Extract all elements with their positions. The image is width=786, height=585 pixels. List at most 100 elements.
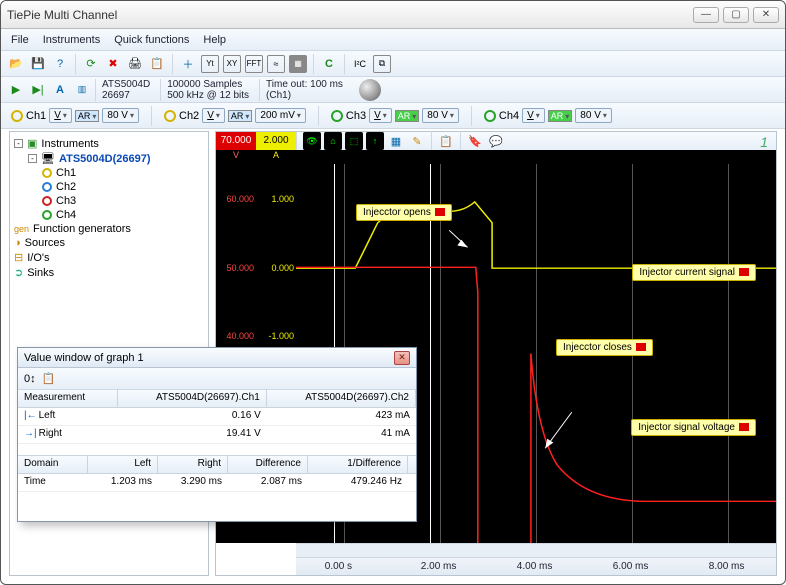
tree-device[interactable]: ATS5004D(26697) [59,153,151,165]
sample-info: 100000 Samples 500 kHz @ 12 bits [160,79,255,101]
gtb-clip-icon[interactable]: 📋 [437,132,455,150]
graph-toolbar: 👁 ⌂ ⬚ ↑ ▦ ✎ 📋 🔖 💬 1 [296,132,776,150]
help-icon[interactable]: ? [51,55,69,73]
menu-instruments[interactable]: Instruments [43,34,100,46]
timeout-info: Time out: 100 ms (Ch1) [259,79,349,101]
ch4-range[interactable]: 80 V [575,108,612,123]
callout-voltage[interactable]: Injector signal voltage [631,419,756,436]
ch2-range[interactable]: 200 mV [255,108,305,123]
yaxis-red-unit: V [216,150,256,164]
valwin-close-icon[interactable]: ✕ [394,351,410,365]
ch1-ar[interactable]: AR [75,110,100,122]
gtb-zoom-icon[interactable]: ⌂ [324,132,342,150]
tree-ch4[interactable]: Ch4 [56,209,76,221]
ch4-group: Ch4 V AR 80 V [480,108,616,123]
ch1-range[interactable]: 80 V [102,108,139,123]
yaxis-yel-unit: A [256,150,296,164]
tree-ch1-icon [42,168,52,178]
yt-icon[interactable]: Yt [201,55,219,73]
callout-closes[interactable]: Injecctor closes [556,339,653,356]
plus-icon[interactable]: ＋ [179,55,197,73]
tree-ch3[interactable]: Ch3 [56,195,76,207]
auto-icon[interactable]: A [51,81,69,99]
tree-sinks[interactable]: Sinks [27,267,54,279]
tree-src[interactable]: Sources [25,237,65,249]
gtb-pen-icon[interactable]: ✎ [408,132,426,150]
valwin-hdr-c2: ATS5004D(26697).Ch2 [267,390,416,407]
gtb-marker-icon[interactable]: 🔖 [466,132,484,150]
valwin-toolbar: 0↕ 📋 [18,368,416,390]
delete-icon[interactable]: ✖ [104,55,122,73]
menu-quick[interactable]: Quick functions [114,34,189,46]
gtb-grid-icon[interactable]: ▦ [387,132,405,150]
value-window[interactable]: Value window of graph 1 ✕ 0↕ 📋 Measureme… [17,347,417,522]
callout-opens[interactable]: Injecctor opens [356,204,452,221]
tree-ch2-icon [42,182,52,192]
tree-gen[interactable]: Function generators [33,223,131,235]
tree-ch3-icon [42,196,52,206]
valwin-tool2-icon[interactable]: 📋 [42,372,56,385]
menu-file[interactable]: File [11,34,29,46]
graph-hscroll[interactable] [296,543,776,557]
maximize-button[interactable]: ▢ [723,7,749,23]
clipboard-icon[interactable]: 📋 [148,55,166,73]
ch2-group: Ch2 V AR 200 mV [160,108,310,123]
gtb-zoomfit-icon[interactable]: ⬚ [345,132,363,150]
tree-ch2[interactable]: Ch2 [56,181,76,193]
gtb-up-icon[interactable]: ↑ [366,132,384,150]
valwin-hdr-meas: Measurement [18,390,118,407]
ch2-dot-icon[interactable] [164,110,176,122]
minimize-button[interactable]: — [693,7,719,23]
ch4-coupling[interactable]: V [522,108,545,123]
tree-toggle-dev[interactable]: - [28,154,37,163]
ch1-coupling[interactable]: V [49,108,72,123]
ch3-coupling[interactable]: V [369,108,392,123]
bars-icon[interactable]: ▥ [73,81,91,99]
ch3-group: Ch3 V AR 80 V [327,108,463,123]
samples-line1: 100000 Samples [167,79,249,90]
valwin-header: Measurement ATS5004D(26697).Ch1 ATS5004D… [18,390,416,408]
ch2-coupling[interactable]: V [202,108,225,123]
ch4-label: Ch4 [499,110,519,122]
valwin-dom-header: Domain Left Right Difference 1/Differenc… [18,456,416,474]
timeout-line2: (Ch1) [266,90,343,101]
ch3-dot-icon[interactable] [331,110,343,122]
ch4-ar[interactable]: AR [548,110,573,122]
toolbar-main: 📂 💾 ? ⟳ ✖ 🖨 📋 ＋ Yt XY FFT ≈ ▦ C I²C ⧉ [1,51,785,77]
channel-bar: Ch1 V AR 80 V Ch2 V AR 200 mV Ch3 V AR 8… [1,103,785,129]
valwin-tool1-icon[interactable]: 0↕ [24,373,36,385]
i2c-icon[interactable]: I²C [351,55,369,73]
refresh-icon[interactable]: ⟳ [82,55,100,73]
timeout-knob[interactable] [359,79,381,101]
step-icon[interactable]: ▶| [29,81,47,99]
open-icon[interactable]: 📂 [7,55,25,73]
tree-io[interactable]: I/O's [27,252,49,264]
tree-root: Instruments [41,138,98,150]
c-icon[interactable]: C [320,55,338,73]
valwin-titlebar[interactable]: Value window of graph 1 ✕ [18,348,416,368]
fft-icon[interactable]: FFT [245,55,263,73]
table-icon[interactable]: ▦ [289,55,307,73]
save-icon[interactable]: 💾 [29,55,47,73]
device-info: ATS5004D 26697 [95,79,156,101]
menu-help[interactable]: Help [203,34,226,46]
xy-icon[interactable]: XY [223,55,241,73]
ch3-ar[interactable]: AR [395,110,420,122]
play-icon[interactable]: ▶ [7,81,25,99]
ch3-range[interactable]: 80 V [422,108,459,123]
serial-icon[interactable]: ⧉ [373,55,391,73]
titlebar: TiePie Multi Channel — ▢ ✕ [1,1,785,29]
ch2-ar[interactable]: AR [228,110,253,122]
gtb-scope-icon[interactable]: 👁 [303,132,321,150]
meter-icon[interactable]: ≈ [267,55,285,73]
gtb-text-icon[interactable]: 💬 [487,132,505,150]
yaxis-yel-top: 2.000 [256,132,296,150]
tree-ch1[interactable]: Ch1 [56,167,76,179]
ch1-dot-icon[interactable] [11,110,23,122]
callout-current[interactable]: Injector current signal [632,264,756,281]
ch1-group: Ch1 V AR 80 V [7,108,143,123]
close-button[interactable]: ✕ [753,7,779,23]
ch4-dot-icon[interactable] [484,110,496,122]
tree-toggle[interactable]: - [14,139,23,148]
print-icon[interactable]: 🖨 [126,55,144,73]
